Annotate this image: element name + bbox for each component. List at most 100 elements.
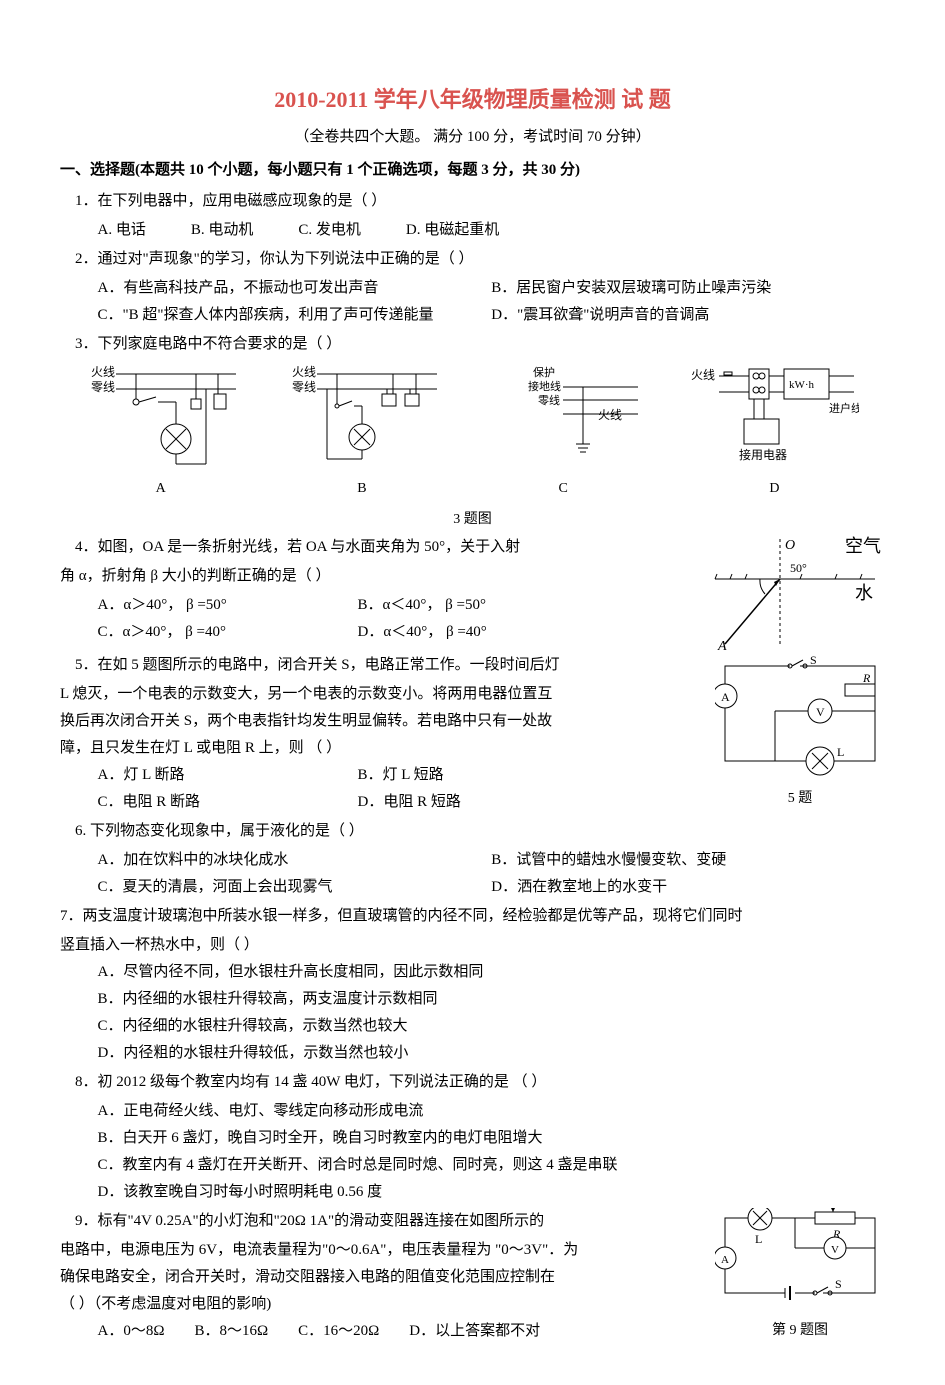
q7-l2: 竖直插入一杯热水中，则（ ）	[60, 932, 885, 959]
q8-opt-b: B．白天开 6 盏灯，晚自习时全开，晚自习时教室内的电灯电阻增大	[98, 1125, 886, 1152]
q9-block: L R V A S 第 9 题图 9．标有"4V 0.25A"的小灯泡和"20Ω…	[60, 1208, 885, 1345]
q5-block: S A R V L 5 题 5．在如 5 题图所示的电路中，闭合开关 S，电路正…	[60, 652, 885, 816]
q7-opt-b: B．内径细的水银柱升得较高，两支温度计示数相同	[98, 986, 886, 1013]
q1-opt-a: A. 电话	[98, 217, 146, 244]
q9-opt-a: A．0～8Ω	[98, 1318, 165, 1345]
svg-text:R: R	[862, 671, 871, 685]
svg-text:L: L	[837, 745, 844, 759]
q1-opt-b: B. 电动机	[191, 217, 254, 244]
q5-figure-caption: 5 题	[715, 786, 885, 811]
q9-opt-b: B．8～16Ω	[194, 1318, 268, 1345]
svg-text:火线: 火线	[598, 408, 622, 422]
svg-text:A: A	[721, 1254, 729, 1266]
q6-stem: 6. 下列物态变化现象中，属于液化的是（ ）	[60, 818, 885, 845]
q9-options: A．0～8Ω B．8～16Ω C．16～20Ω D．以上答案都不对	[98, 1318, 718, 1345]
q8-opt-d: D．该教室晚自习时每小时照明耗电 0.56 度	[98, 1179, 886, 1206]
svg-text:V: V	[816, 705, 825, 719]
q4-block: 空气 水 O A 50° 4．如图，OA 是一条折射光线，若 OA 与水面夹角为…	[60, 534, 885, 646]
svg-text:kW·h: kW·h	[789, 379, 815, 391]
q6-opt-a: A．加在饮料中的冰块化成水	[98, 847, 492, 874]
q9-figure: L R V A S 第 9 题图	[715, 1208, 885, 1343]
svg-text:零线: 零线	[538, 393, 560, 407]
q6-opt-c: C．夏天的清晨，河面上会出现雾气	[98, 874, 492, 901]
q3-figure-caption: 3 题图	[60, 507, 885, 532]
svg-text:火线: 火线	[91, 365, 115, 379]
q5-opt-d: D．电阻 R 短路	[358, 789, 618, 816]
q5-opt-c: C．电阻 R 断路	[98, 789, 358, 816]
svg-text:接用电器: 接用电器	[739, 447, 787, 462]
q7-opt-a: A．尽管内径不同，但水银柱升高长度相同，因此示数相同	[98, 959, 886, 986]
q8-opt-c: C．教室内有 4 盏灯在开关断开、闭合时总是同时熄、同时亮，则这 4 盏是串联	[98, 1152, 886, 1179]
q5-opt-b: B．灯 L 短路	[358, 762, 618, 789]
q7-l1: 7．两支温度计玻璃泡中所装水银一样多，但直玻璃管的内径不同，经检验都是优等产品，…	[60, 903, 885, 930]
q3-fig-d: 火线 kW·h 进户线 接用电器 D	[689, 364, 859, 501]
q9-figure-caption: 第 9 题图	[715, 1318, 885, 1343]
q6-opt-b: B．试管中的蜡烛水慢慢变软、变硬	[491, 847, 885, 874]
svg-text:进户线: 进户线	[829, 401, 859, 415]
q4-opt-b: B．α＜40°， β =50°	[358, 592, 618, 619]
q1-opt-c: C. 发电机	[298, 217, 361, 244]
q5-figure: S A R V L 5 题	[715, 656, 885, 811]
q9-opt-c: C．16～20Ω	[298, 1318, 379, 1345]
circuit-b-icon: 火线 零线	[287, 364, 437, 474]
q2-opt-b: B．居民窗户安装双层玻璃可防止噪声污染	[491, 275, 885, 302]
q9-opt-d: D．以上答案都不对	[409, 1318, 540, 1345]
svg-text:A: A	[721, 690, 730, 704]
circuit-a-icon: 火线 零线	[86, 364, 236, 474]
q6-opt-d: D．洒在教室地上的水变干	[491, 874, 885, 901]
circuit-d-icon: 火线 kW·h 进户线 接用电器	[689, 364, 859, 474]
svg-text:V: V	[831, 1244, 839, 1256]
q8-stem: 8．初 2012 级每个教室内均有 14 盏 40W 电灯，下列说法正确的是 （…	[60, 1069, 885, 1096]
svg-text:火线: 火线	[292, 365, 316, 379]
svg-text:S: S	[835, 1277, 842, 1291]
circuit-c-icon: 保护 接地线 零线 火线	[488, 364, 638, 474]
q3-label-d: D	[689, 476, 859, 501]
svg-text:L: L	[755, 1232, 762, 1246]
svg-text:零线: 零线	[91, 380, 115, 394]
svg-text:空气: 空气	[845, 536, 881, 556]
q2-opt-a: A．有些高科技产品，不振动也可发出声音	[98, 275, 492, 302]
q4-options: A．α＞40°， β =50° B．α＜40°， β =50° C．α＞40°，…	[98, 592, 618, 646]
q1-stem: 1．在下列电器中，应用电磁感应现象的是（ ）	[60, 188, 885, 215]
circuit-q9-icon: L R V A S	[715, 1208, 885, 1308]
q8-options: A．正电荷经火线、电灯、零线定向移动形成电流 B．白天开 6 盏灯，晚自习时全开…	[98, 1098, 886, 1206]
q3-label-b: B	[287, 476, 437, 501]
section-1-header: 一、选择题(本题共 10 个小题，每小题只有 1 个正确选项，每题 3 分，共 …	[60, 157, 885, 184]
refraction-diagram-icon: 空气 水 O A 50°	[705, 534, 885, 654]
q3-label-a: A	[86, 476, 236, 501]
q8-opt-a: A．正电荷经火线、电灯、零线定向移动形成电流	[98, 1098, 886, 1125]
q2-opt-d: D．"震耳欲聋"说明声音的音调高	[491, 302, 885, 329]
svg-text:接地线: 接地线	[528, 379, 561, 393]
q3-figures: 火线 零线 A 火线 零线	[60, 364, 885, 501]
svg-text:零线: 零线	[292, 380, 316, 394]
q4-opt-c: C．α＞40°， β =40°	[98, 619, 358, 646]
svg-text:保护: 保护	[533, 365, 555, 379]
q3-label-c: C	[488, 476, 638, 501]
q3-stem: 3．下列家庭电路中不符合要求的是（ ）	[60, 331, 885, 358]
q2-stem: 2．通过对"声现象"的学习，你认为下列说法中正确的是（ ）	[60, 246, 885, 273]
q2-options: A．有些高科技产品，不振动也可发出声音 B．居民窗户安装双层玻璃可防止噪声污染 …	[98, 275, 886, 329]
circuit-q5-icon: S A R V L	[715, 656, 885, 776]
page-subtitle: （全卷共四个大题。 满分 100 分，考试时间 70 分钟）	[60, 124, 885, 151]
q6-options: A．加在饮料中的冰块化成水 B．试管中的蜡烛水慢慢变软、变硬 C．夏天的清晨，河…	[98, 847, 886, 901]
q5-opt-a: A．灯 L 断路	[98, 762, 358, 789]
svg-text:水: 水	[855, 583, 873, 603]
q4-opt-a: A．α＞40°， β =50°	[98, 592, 358, 619]
q3-fig-b: 火线 零线 B	[287, 364, 437, 501]
q1-options: A. 电话 B. 电动机 C. 发电机 D. 电磁起重机	[98, 217, 886, 244]
q2-opt-c: C．"B 超"探查人体内部疾病，利用了声可传递能量	[98, 302, 492, 329]
q7-opt-d: D．内径粗的水银柱升得较低，示数当然也较小	[98, 1040, 886, 1067]
q5-options: A．灯 L 断路 B．灯 L 短路 C．电阻 R 断路 D．电阻 R 短路	[98, 762, 618, 816]
q1-opt-d: D. 电磁起重机	[406, 217, 499, 244]
q7-options: A．尽管内径不同，但水银柱升高长度相同，因此示数相同 B．内径细的水银柱升得较高…	[98, 959, 886, 1067]
svg-text:S: S	[810, 656, 817, 667]
q7-opt-c: C．内径细的水银柱升得较高，示数当然也较大	[98, 1013, 886, 1040]
svg-text:O: O	[785, 538, 795, 553]
svg-text:火线: 火线	[691, 368, 715, 382]
q3-fig-a: 火线 零线 A	[86, 364, 236, 501]
page-title: 2010-2011 学年八年级物理质量检测 试 题	[60, 80, 885, 120]
q4-opt-d: D．α＜40°， β =40°	[358, 619, 618, 646]
q4-figure: 空气 水 O A 50°	[705, 534, 885, 664]
q3-fig-c: 保护 接地线 零线 火线 C	[488, 364, 638, 501]
svg-text:50°: 50°	[790, 561, 807, 575]
